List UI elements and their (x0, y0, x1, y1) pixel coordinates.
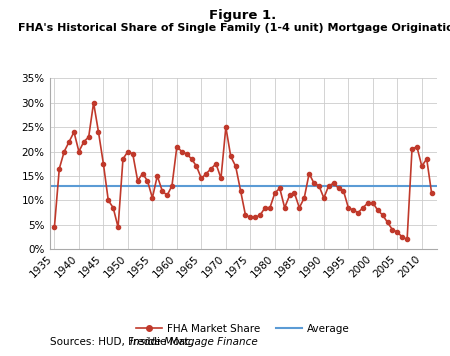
Text: Figure 1.: Figure 1. (209, 9, 277, 22)
Legend: FHA Market Share, Average: FHA Market Share, Average (132, 319, 354, 338)
Text: Sources: HUD, Freddie Mac,: Sources: HUD, Freddie Mac, (50, 337, 197, 347)
Text: FHA's Historical Share of Single Family (1-4 unit) Mortgage Originations: FHA's Historical Share of Single Family … (18, 23, 450, 33)
Text: Inside Mortgage Finance: Inside Mortgage Finance (130, 337, 257, 347)
